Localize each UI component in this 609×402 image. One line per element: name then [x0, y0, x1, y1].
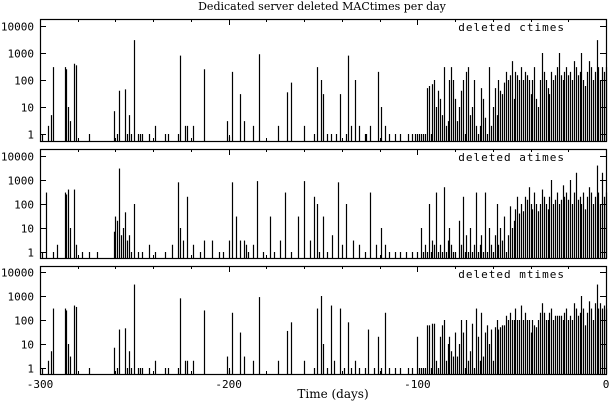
- legend-label: deleted ctimes: [458, 21, 565, 34]
- y-tick-label: 1: [27, 363, 34, 376]
- x-tick-label: 0: [603, 378, 609, 391]
- y-tick-label: 1: [27, 247, 34, 260]
- y-tick-label: 1000: [8, 48, 35, 61]
- y-tick-label: 10: [21, 102, 34, 115]
- y-tick-label: 100: [14, 315, 34, 328]
- x-tick-label: -300: [27, 378, 54, 391]
- y-tick-label: 10000: [1, 21, 34, 34]
- y-tick-label: 100: [14, 199, 34, 212]
- x-tick-label: -100: [404, 378, 431, 391]
- y-tick-label: 10: [21, 223, 34, 236]
- y-tick-label: 100: [14, 75, 34, 88]
- panel-deleted-atimes: 1 10 100 1000 10000 deleted atimes: [1, 148, 608, 260]
- legend-label: deleted atimes: [458, 151, 565, 164]
- y-tick-label: 10000: [1, 267, 34, 280]
- panel-deleted-mtimes: 1 10 100 1000 10000 deleted mtimes: [1, 265, 608, 376]
- x-axis-label: Time (days): [297, 387, 368, 401]
- y-tick-label: 10: [21, 339, 34, 352]
- chart-title: Dedicated server deleted MACtimes per da…: [198, 0, 447, 13]
- y-tick-label: 1: [27, 129, 34, 142]
- x-tick-label: -200: [215, 378, 242, 391]
- y-tick-label: 1000: [8, 175, 35, 188]
- panel-deleted-ctimes: 1 10 100 1000 10000 deleted ctimes: [1, 18, 608, 143]
- y-tick-label: 10000: [1, 151, 34, 164]
- y-tick-label: 1000: [8, 291, 35, 304]
- legend-label: deleted mtimes: [458, 268, 565, 281]
